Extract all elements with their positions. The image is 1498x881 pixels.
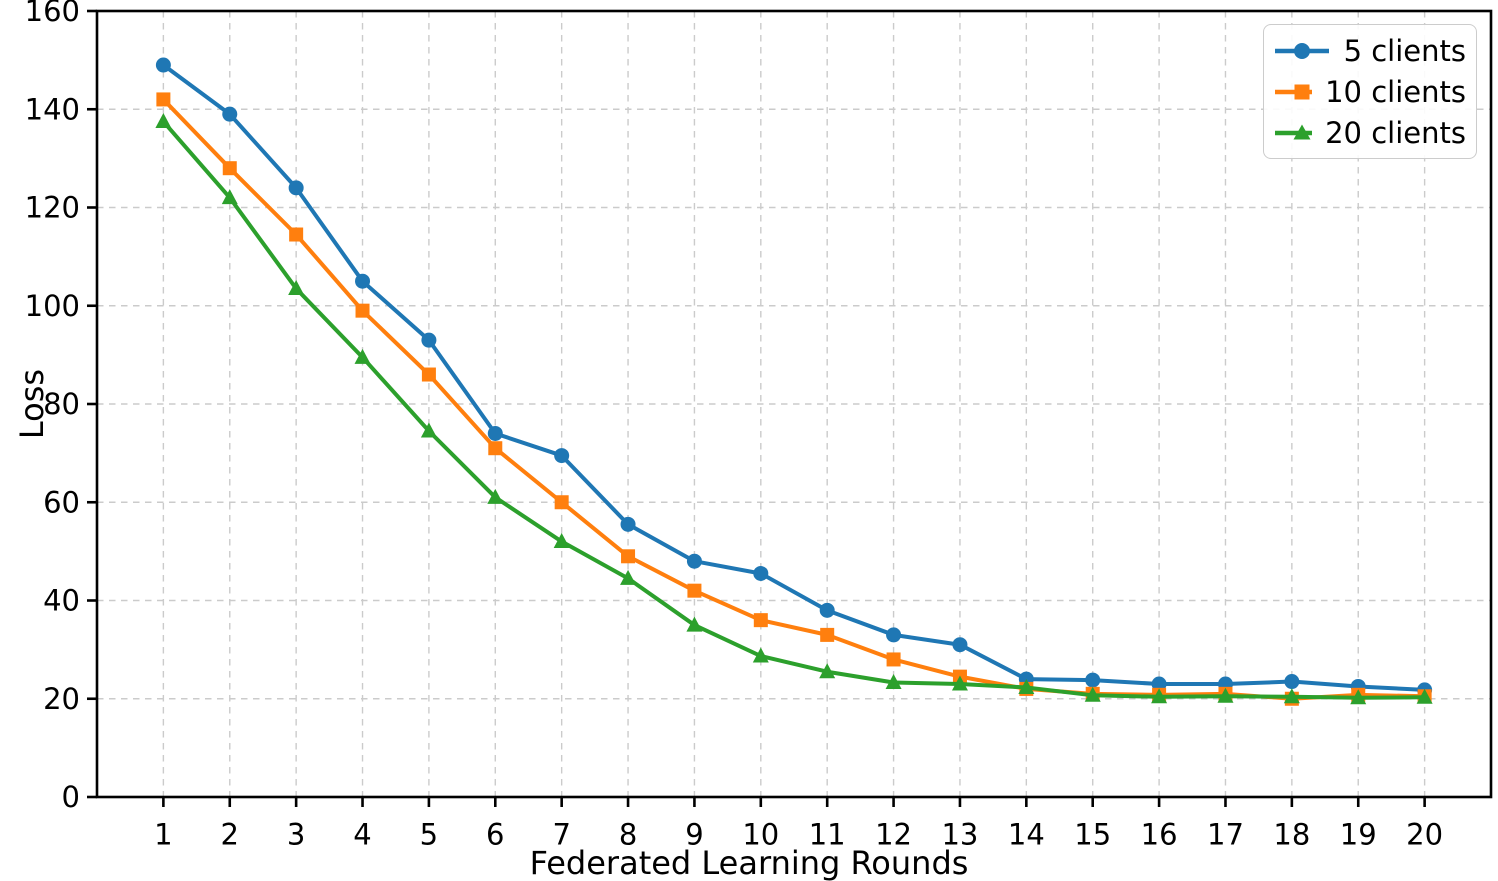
x-tick-label: 12 xyxy=(875,818,912,852)
data-point-triangle xyxy=(420,422,437,438)
legend-line-triangle-icon xyxy=(1275,124,1313,139)
data-point-triangle xyxy=(620,569,637,585)
series-line-10-clients xyxy=(161,97,1427,701)
data-point-triangle xyxy=(487,488,504,504)
data-point-triangle xyxy=(354,348,371,364)
data-point-triangle xyxy=(1350,689,1367,705)
y-tick-label: 160 xyxy=(25,0,80,28)
data-point-square xyxy=(488,441,503,456)
data-point-triangle xyxy=(752,647,769,663)
y-axis-label: Loss xyxy=(13,368,51,440)
legend: 5 clients 10 clients 20 clients xyxy=(1263,24,1477,159)
tick-marks xyxy=(87,9,1426,807)
data-point-circle xyxy=(753,565,769,581)
x-tick-label: 19 xyxy=(1340,818,1377,852)
data-point-circle xyxy=(487,425,503,441)
x-tick-label: 2 xyxy=(221,818,239,852)
x-tick-label: 5 xyxy=(420,818,438,852)
data-point-square xyxy=(156,92,171,107)
data-point-square xyxy=(289,227,304,242)
x-tick-label: 15 xyxy=(1074,818,1111,852)
y-tick-label: 80 xyxy=(43,387,80,421)
y-tick-label: 140 xyxy=(25,92,80,126)
x-tick-label: 10 xyxy=(742,818,779,852)
data-point-square xyxy=(222,161,237,176)
series-line-20-clients xyxy=(161,119,1427,700)
data-point-triangle xyxy=(951,675,968,691)
data-point-square xyxy=(687,583,702,598)
data-point-circle xyxy=(952,637,968,653)
data-point-square xyxy=(554,495,569,510)
y-tick-label: 40 xyxy=(43,584,80,618)
data-point-circle xyxy=(421,332,437,348)
data-point-circle xyxy=(886,627,902,643)
legend-line-circle-icon xyxy=(1275,42,1329,59)
x-tick-label: 3 xyxy=(287,818,305,852)
data-point-triangle xyxy=(1283,688,1300,704)
y-tick-labels: 0 20 40 60 80 100 120 140 160 xyxy=(25,0,80,814)
y-tick-label: 120 xyxy=(25,191,80,225)
x-tick-label: 1 xyxy=(154,818,172,852)
data-point-triangle xyxy=(1416,688,1433,704)
legend-item-20-clients: 20 clients xyxy=(1273,112,1466,153)
x-tick-label: 17 xyxy=(1207,818,1244,852)
x-tick-label: 11 xyxy=(809,818,846,852)
data-point-circle xyxy=(819,602,835,618)
data-point-triangle xyxy=(221,189,238,205)
data-point-circle xyxy=(686,553,702,569)
data-point-square xyxy=(820,627,835,642)
data-point-circle xyxy=(355,273,371,289)
legend-label: 20 clients xyxy=(1325,115,1466,150)
data-point-square xyxy=(355,303,370,318)
data-point-triangle xyxy=(885,674,902,690)
x-tick-label: 9 xyxy=(685,818,703,852)
x-tick-label: 13 xyxy=(941,818,978,852)
legend-label: 5 clients xyxy=(1343,33,1466,68)
y-tick-label: 100 xyxy=(25,289,80,323)
data-point-circle xyxy=(222,106,238,122)
data-point-square xyxy=(753,613,768,628)
x-tick-label: 20 xyxy=(1406,818,1443,852)
x-tick-labels: 1 2 3 4 5 6 7 8 9 10 11 12 13 14 15 16 17 18 19 20 xyxy=(154,818,1443,852)
legend-line-square-icon xyxy=(1275,84,1313,99)
data-point-triangle xyxy=(1018,678,1035,694)
x-tick-label: 4 xyxy=(353,818,371,852)
data-point-triangle xyxy=(155,113,172,129)
data-point-triangle xyxy=(553,533,570,549)
data-point-triangle xyxy=(686,616,703,632)
x-tick-label: 7 xyxy=(552,818,570,852)
legend-item-10-clients: 10 clients xyxy=(1273,71,1466,112)
data-point-circle xyxy=(155,57,171,73)
data-point-circle xyxy=(288,180,304,196)
legend-label: 10 clients xyxy=(1325,74,1466,109)
data-point-triangle xyxy=(1217,687,1234,703)
data-point-triangle xyxy=(288,280,305,296)
data-point-triangle xyxy=(819,663,836,679)
data-point-square xyxy=(886,652,901,667)
data-point-square xyxy=(421,367,436,382)
x-tick-label: 14 xyxy=(1008,818,1045,852)
x-tick-label: 6 xyxy=(486,818,504,852)
data-point-circle xyxy=(1085,672,1101,688)
data-point-circle xyxy=(554,448,570,464)
series-lines xyxy=(155,57,1433,706)
data-point-circle xyxy=(1284,674,1300,690)
legend-item-5-clients: 5 clients xyxy=(1273,30,1466,71)
x-tick-label: 8 xyxy=(619,818,637,852)
x-tick-label: 18 xyxy=(1273,818,1310,852)
y-tick-label: 60 xyxy=(43,485,80,519)
data-point-triangle xyxy=(1151,688,1168,704)
data-point-triangle xyxy=(1084,686,1101,702)
data-point-circle xyxy=(620,516,636,532)
x-tick-label: 16 xyxy=(1141,818,1178,852)
x-axis-label: Federated Learning Rounds xyxy=(529,844,969,881)
data-point-circle xyxy=(1151,676,1167,692)
data-point-square xyxy=(621,549,636,564)
y-tick-label: 0 xyxy=(62,780,80,814)
y-tick-label: 20 xyxy=(43,682,80,716)
series-line-5-clients xyxy=(161,63,1427,692)
